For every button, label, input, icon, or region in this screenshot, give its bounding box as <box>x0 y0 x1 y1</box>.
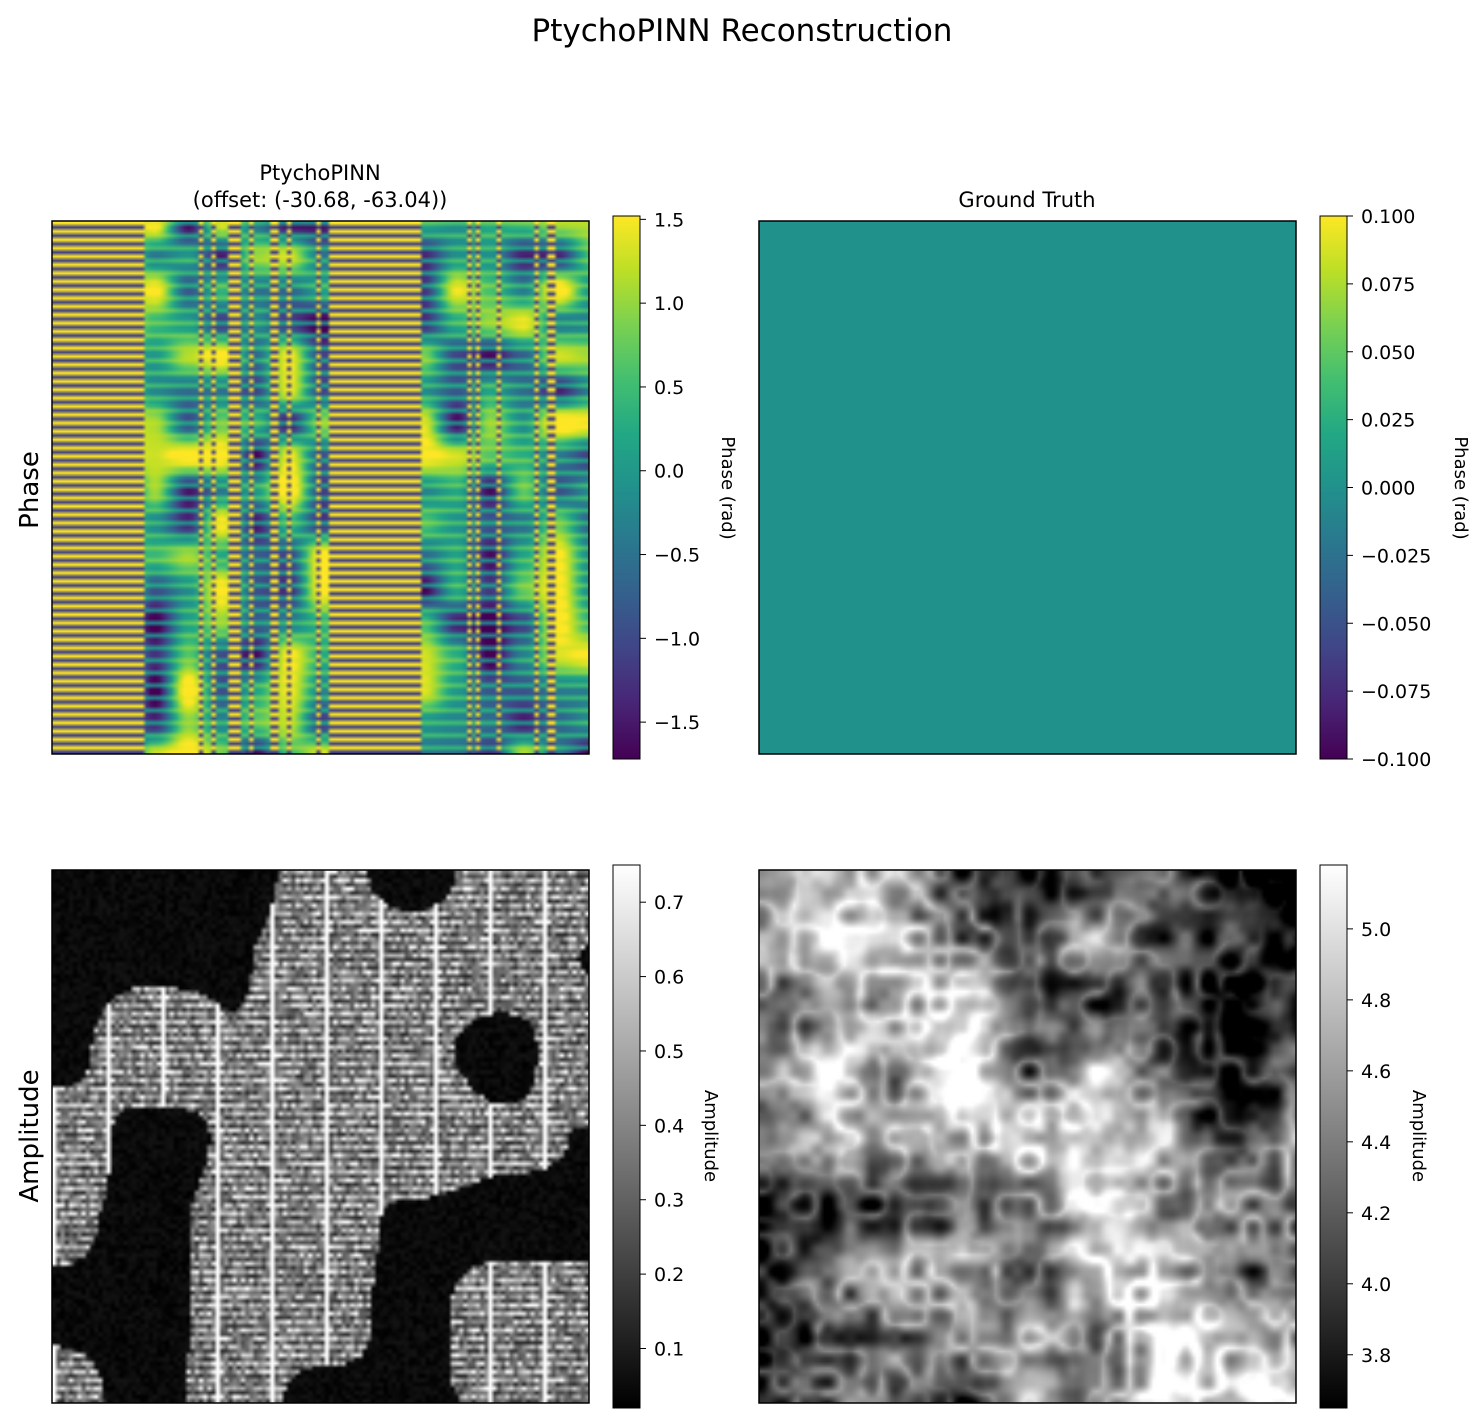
heatmap-image <box>759 870 1296 1403</box>
colorbar <box>612 215 641 760</box>
colorbar-tick-label: 4.2 <box>1361 1203 1391 1225</box>
colorbar-ticks: 0.100 0.075 0.050 0.025 0.000 −0.025 −0.050 −0.… <box>1347 206 1431 771</box>
colorbar-tick-label: 0.000 <box>1361 478 1415 500</box>
panel-phase-ground-truth: Ground Truth 0.100 0.075 0.050 0.025 0.000 −0… <box>758 188 1471 771</box>
axes-frame <box>51 869 590 1404</box>
panel-amplitude-reconstruction: 0.7 0.6 0.5 0.4 0.3 0.2 0.1 Amplitude <box>51 864 721 1409</box>
colorbar-tick-label: −0.5 <box>654 545 700 567</box>
colorbar-tick-label: −1.5 <box>654 712 700 734</box>
heatmap-image <box>52 870 589 1403</box>
colorbar-label: Phase (rad) <box>1450 436 1471 539</box>
panel-title: Ground Truth <box>958 188 1095 212</box>
colorbar-tick-label: 0.2 <box>654 1264 684 1286</box>
colorbar-tick-label: 0.1 <box>654 1338 684 1360</box>
colorbar-label: Amplitude <box>1408 1090 1429 1182</box>
colorbar <box>1319 864 1348 1409</box>
colorbar-tick-label: 0.6 <box>654 967 684 989</box>
colorbar-tick-label: 1.5 <box>654 209 684 231</box>
colorbar-label: Amplitude <box>700 1090 721 1182</box>
colorbar-ticks: 0.7 0.6 0.5 0.4 0.3 0.2 0.1 <box>640 892 684 1360</box>
colorbar-tick-label: 4.4 <box>1361 1132 1391 1154</box>
axes-frame <box>758 220 1297 755</box>
heatmap-image <box>759 221 1296 754</box>
figure-title: PtychoPINN Reconstruction <box>532 13 953 49</box>
colorbar-tick-label: 3.8 <box>1361 1345 1391 1367</box>
colorbar <box>1319 215 1348 760</box>
colorbar-tick-label: −0.050 <box>1361 613 1431 635</box>
heatmap-image <box>52 221 589 754</box>
colorbar-tick-label: 0.3 <box>654 1190 684 1212</box>
colorbar-ticks: 1.5 1.0 0.5 0.0 −0.5 −1.0 −1.5 <box>640 209 700 734</box>
colorbar-tick-label: 4.0 <box>1361 1274 1391 1296</box>
panel-phase-reconstruction: PtychoPINN (offset: (-30.68, -63.04)) 1.… <box>51 161 738 760</box>
colorbar-tick-label: 0.050 <box>1361 342 1415 364</box>
colorbar <box>612 864 641 1409</box>
colorbar-tick-label: 0.5 <box>654 377 684 399</box>
panel-title-line-2: (offset: (-30.68, -63.04)) <box>193 188 448 212</box>
panel-title-line-1: PtychoPINN <box>259 161 380 185</box>
colorbar-tick-label: 0.100 <box>1361 206 1415 228</box>
colorbar-tick-label: 0.075 <box>1361 274 1415 296</box>
panel-amplitude-ground-truth: 5.0 4.8 4.6 4.4 4.2 4.0 3.8 Amplitude <box>758 864 1429 1409</box>
row-label-amplitude: Amplitude <box>15 1069 45 1202</box>
colorbar-tick-label: 4.8 <box>1361 990 1391 1012</box>
colorbar-tick-label: 0.0 <box>654 461 684 483</box>
colorbar-tick-label: −0.025 <box>1361 545 1431 567</box>
colorbar-tick-label: −0.075 <box>1361 681 1431 703</box>
colorbar-tick-label: −0.100 <box>1361 749 1431 771</box>
row-label-phase: Phase <box>15 451 45 529</box>
colorbar-tick-label: −1.0 <box>654 628 700 650</box>
colorbar-tick-label: 0.7 <box>654 892 684 914</box>
colorbar-tick-label: 1.0 <box>654 293 684 315</box>
colorbar-tick-label: 0.025 <box>1361 410 1415 432</box>
colorbar-tick-label: 4.6 <box>1361 1061 1391 1083</box>
colorbar-tick-label: 5.0 <box>1361 919 1391 941</box>
colorbar-label: Phase (rad) <box>717 436 738 539</box>
axes-frame <box>51 220 590 755</box>
colorbar-tick-label: 0.4 <box>654 1115 684 1137</box>
axes-frame <box>758 869 1297 1404</box>
colorbar-tick-label: 0.5 <box>654 1041 684 1063</box>
colorbar-ticks: 5.0 4.8 4.6 4.4 4.2 4.0 3.8 <box>1347 919 1391 1367</box>
